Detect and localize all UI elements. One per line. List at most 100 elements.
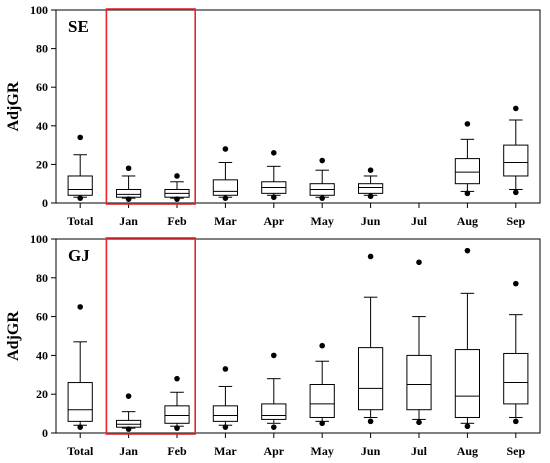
outlier-low — [367, 418, 374, 425]
y-tick-label: 80 — [36, 42, 48, 56]
x-tick-label: Jun — [361, 444, 381, 458]
panel-label: SE — [68, 17, 89, 36]
box-iqr — [454, 349, 480, 418]
y-tick-label: 60 — [36, 80, 48, 94]
y-tick-label: 100 — [30, 232, 48, 246]
outlier-low — [125, 426, 132, 432]
outlier-high — [174, 173, 180, 179]
outlier-low — [77, 424, 83, 430]
y-tick-label: 60 — [36, 310, 48, 324]
outlier-high — [271, 352, 277, 359]
box-apr — [261, 150, 287, 201]
x-tick-label: Jul — [411, 444, 428, 458]
outlier-low — [174, 196, 180, 202]
chart-panel-0: 0 20 40 60 80 100 AdjGR SE Total Jan Feb Mar Apr May J… — [5, 3, 541, 228]
outlier-high — [367, 253, 374, 260]
box-sep — [503, 105, 529, 196]
box-iqr — [261, 403, 287, 420]
y-axis-label: AdjGR — [5, 81, 22, 131]
outlier-high — [125, 393, 132, 399]
outlier-high — [77, 304, 83, 310]
chart-panel-1: 0 20 40 60 80 100 AdjGR GJ Total Jan Feb Mar Apr May J… — [5, 232, 541, 458]
outlier-high — [77, 134, 83, 141]
outlier-high — [464, 121, 471, 127]
outlier-high — [319, 157, 326, 164]
x-tick-label: Jul — [411, 214, 428, 228]
outlier-low — [464, 190, 471, 197]
y-tick-label: 0 — [42, 196, 48, 210]
box-iqr — [67, 382, 93, 422]
outlier-high — [174, 375, 180, 382]
box-apr — [261, 352, 287, 430]
y-tick-label: 0 — [42, 426, 48, 440]
box-mar — [212, 366, 239, 430]
box-total — [67, 134, 93, 201]
outlier-high — [222, 146, 229, 152]
outlier-high — [125, 165, 132, 172]
highlight-box — [105, 8, 197, 205]
box-iqr — [358, 347, 384, 411]
highlight-box — [105, 237, 197, 435]
x-tick-label: Aug — [457, 214, 478, 228]
y-tick-label: 80 — [36, 271, 48, 285]
box-iqr — [503, 144, 529, 177]
x-tick-label: May — [311, 214, 334, 228]
box-may — [309, 157, 335, 201]
y-tick-label: 40 — [36, 119, 48, 133]
outlier-high — [416, 259, 422, 266]
outlier-high — [513, 105, 519, 112]
x-tick-label: Apr — [263, 214, 284, 228]
outlier-low — [271, 194, 277, 201]
x-tick-label: Total — [67, 214, 94, 228]
x-tick-label: Apr — [263, 444, 284, 458]
box-iqr — [164, 405, 190, 424]
x-tick-label: Mar — [214, 444, 237, 458]
outlier-low — [513, 418, 519, 425]
box-aug — [454, 121, 480, 197]
box-iqr — [309, 384, 335, 418]
box-mar — [212, 146, 239, 201]
x-tick-label: Jan — [119, 444, 138, 458]
outlier-low — [271, 424, 277, 430]
x-tick-label: Total — [67, 444, 94, 458]
panel-label: GJ — [68, 246, 90, 265]
box-iqr — [67, 175, 93, 196]
x-tick-label: Aug — [457, 444, 478, 458]
x-tick-label: Mar — [214, 214, 237, 228]
box-jan — [116, 165, 142, 202]
box-may — [309, 342, 335, 427]
outlier-low — [77, 195, 83, 201]
box-aug — [454, 247, 480, 430]
outlier-high — [319, 342, 326, 349]
outlier-high — [222, 366, 229, 372]
x-tick-label: Jun — [361, 214, 381, 228]
outlier-low — [416, 419, 422, 426]
outlier-high — [464, 247, 471, 254]
x-tick-label: Feb — [167, 214, 187, 228]
box-iqr — [212, 405, 239, 422]
outlier-low — [174, 425, 180, 431]
outlier-low — [319, 195, 326, 201]
outlier-low — [222, 195, 229, 201]
outlier-low — [513, 189, 519, 196]
y-tick-label: 20 — [36, 387, 48, 401]
y-tick-label: 100 — [30, 3, 48, 17]
x-tick-label: Sep — [506, 214, 525, 228]
box-iqr — [454, 158, 480, 185]
y-axis-label: AdjGR — [5, 311, 22, 361]
x-tick-label: Jan — [119, 214, 138, 228]
box-sep — [503, 280, 529, 425]
outlier-low — [319, 420, 326, 427]
box-iqr — [406, 354, 432, 411]
outlier-low — [222, 424, 229, 430]
x-tick-label: Sep — [506, 444, 525, 458]
box-feb — [164, 173, 190, 202]
box-iqr — [212, 179, 239, 196]
box-jun — [358, 253, 384, 425]
x-tick-label: May — [311, 444, 334, 458]
box-feb — [164, 375, 190, 431]
outlier-high — [367, 167, 374, 173]
y-tick-label: 20 — [36, 157, 48, 171]
y-tick-label: 40 — [36, 348, 48, 362]
